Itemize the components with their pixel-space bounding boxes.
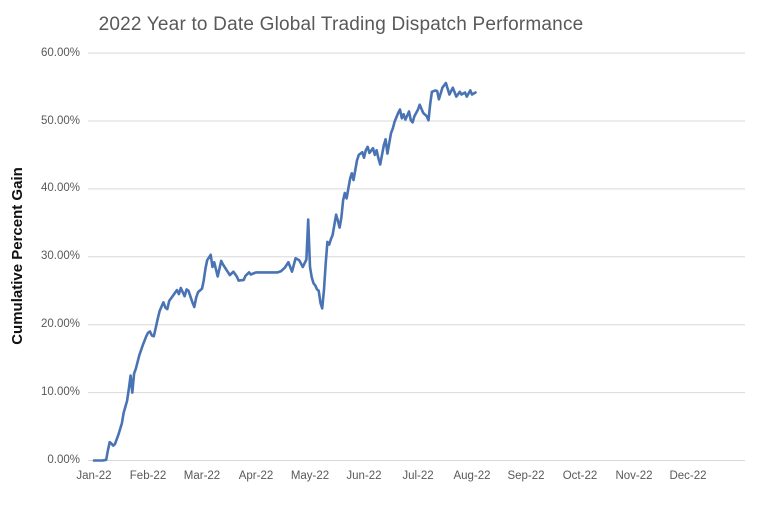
x-tick-label: Nov-22 <box>615 470 653 482</box>
y-tick-label: 60.00% <box>40 46 80 59</box>
x-tick-label: Aug-22 <box>453 470 491 482</box>
y-tick-label: 20.00% <box>40 318 80 331</box>
chart-title: 2022 Year to Date Global Trading Dispatc… <box>98 14 584 35</box>
x-tick-label: Apr-22 <box>238 470 274 482</box>
x-tick-label: May-22 <box>290 470 330 482</box>
y-tick-label: 10.00% <box>40 386 80 399</box>
x-tick-label: Feb-22 <box>129 470 167 482</box>
y-tick-label: 50.00% <box>40 114 80 127</box>
x-tick-label: Dec-22 <box>669 470 707 482</box>
x-tick-label: Sep-22 <box>507 470 545 482</box>
x-tick-label: Jul-22 <box>402 470 434 482</box>
y-tick-label: 30.00% <box>40 250 80 263</box>
y-tick-label: 0.00% <box>47 454 80 466</box>
y-tick-label: 40.00% <box>40 182 80 195</box>
x-tick-label: Oct-22 <box>562 470 598 482</box>
x-tick-label: Jun-22 <box>346 470 382 482</box>
x-tick-label: Mar-22 <box>183 470 221 482</box>
data-line-series <box>92 81 477 462</box>
gridlines <box>88 52 745 461</box>
x-tick-label: Jan-22 <box>76 470 112 482</box>
